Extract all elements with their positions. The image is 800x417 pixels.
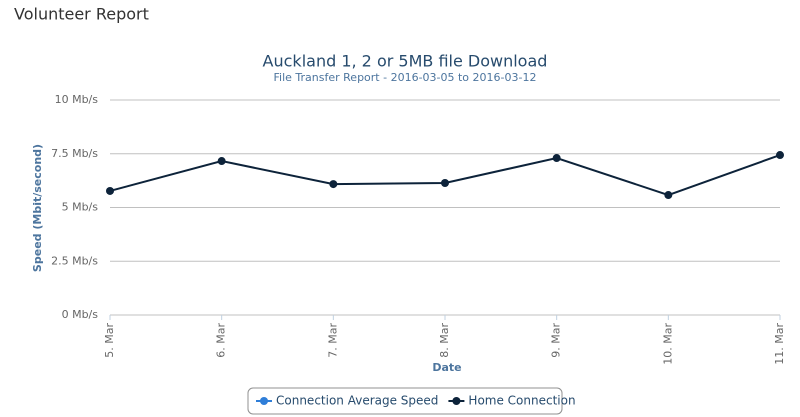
chart-subtitle: File Transfer Report - 2016-03-05 to 201… [274, 71, 537, 84]
y-tick-label: 5 Mb/s [62, 201, 99, 214]
y-tick-label: 2.5 Mb/s [51, 254, 98, 267]
y-tick-label: 0 Mb/s [62, 308, 99, 321]
data-point [217, 157, 226, 166]
legend-symbol-marker [452, 397, 461, 405]
y-tick-label: 10 Mb/s [55, 93, 99, 106]
page-title: Volunteer Report [14, 5, 149, 24]
data-point [552, 154, 561, 163]
y-axis-label: Speed (Mbit/second) [31, 144, 44, 272]
x-tick-label: 7. Mar [326, 323, 339, 358]
x-tick-label: 5. Mar [103, 323, 116, 358]
data-point [664, 191, 673, 200]
series-line [109, 154, 781, 197]
legend-symbol-marker [260, 397, 268, 405]
x-tick-label: 11. Mar [773, 323, 786, 365]
chart-title: Auckland 1, 2 or 5MB file Download [263, 52, 548, 71]
x-tick-label: 10. Mar [661, 323, 674, 365]
x-tick-label: 8. Mar [438, 323, 451, 358]
data-point [329, 180, 338, 189]
data-point [441, 178, 449, 187]
legend-label: Home Connection [468, 394, 575, 408]
x-tick-label: 6. Mar [215, 323, 228, 358]
x-axis-label: Date [432, 361, 461, 374]
legend-label: Connection Average Speed [276, 394, 438, 408]
x-tick-label: 9. Mar [550, 323, 563, 358]
legend-box [247, 387, 563, 415]
data-point [106, 186, 114, 195]
y-tick-label: 7.5 Mb/s [51, 147, 98, 160]
data-point [776, 151, 784, 160]
